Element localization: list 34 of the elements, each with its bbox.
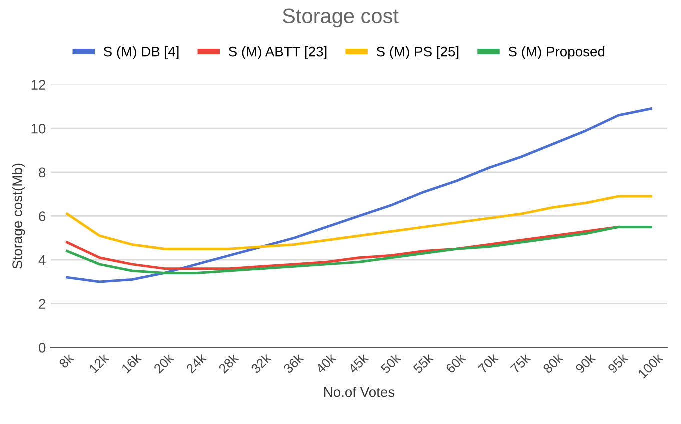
x-tick-label: 12k [88,352,110,374]
x-tick-label: 32k [250,352,272,374]
x-axis-title: No.of Votes [324,387,395,398]
x-tick-label: 28k [218,352,240,374]
x-tick-label: 8k [58,352,75,369]
x-tick-label: 60k [445,352,467,374]
y-tick-label: 10 [32,124,46,134]
y-tick-label: 12 [32,80,46,90]
chart-title: Storage cost [282,8,399,28]
x-tick-label: 50k [380,352,402,374]
x-tick-label: 95k [607,352,629,374]
x-tick-label: 24k [186,352,207,374]
x-tick-label: 75k [510,352,532,374]
legend-label: S (M) PS [25] [376,46,459,60]
x-tick-label: 70k [478,352,500,374]
line-series [66,195,652,250]
y-tick-label: 0 [39,343,46,353]
legend-label: S (M) Proposed [508,46,605,60]
x-tick-label: 40k [315,352,337,374]
y-tick-label: 6 [39,212,46,222]
x-tick-label: 55k [412,352,434,374]
line-series [66,108,652,284]
x-tick-label: 45k [348,352,370,374]
y-axis-title: Storage cost(Mb) [12,164,26,269]
y-tick-label: 4 [38,256,46,266]
x-tick-label: 80k [542,352,564,374]
x-tick-label: 16k [121,352,142,374]
legend-label: S (M) DB [4] [104,46,179,60]
x-tick-label: 36k [282,352,304,374]
x-tick-label: 20k [153,352,175,374]
y-tick-label: 2 [39,299,46,309]
x-tick-label: 90k [574,352,596,374]
y-tick-label: 8 [39,168,46,178]
legend-label: S (M) ABTT [23] [228,46,327,60]
